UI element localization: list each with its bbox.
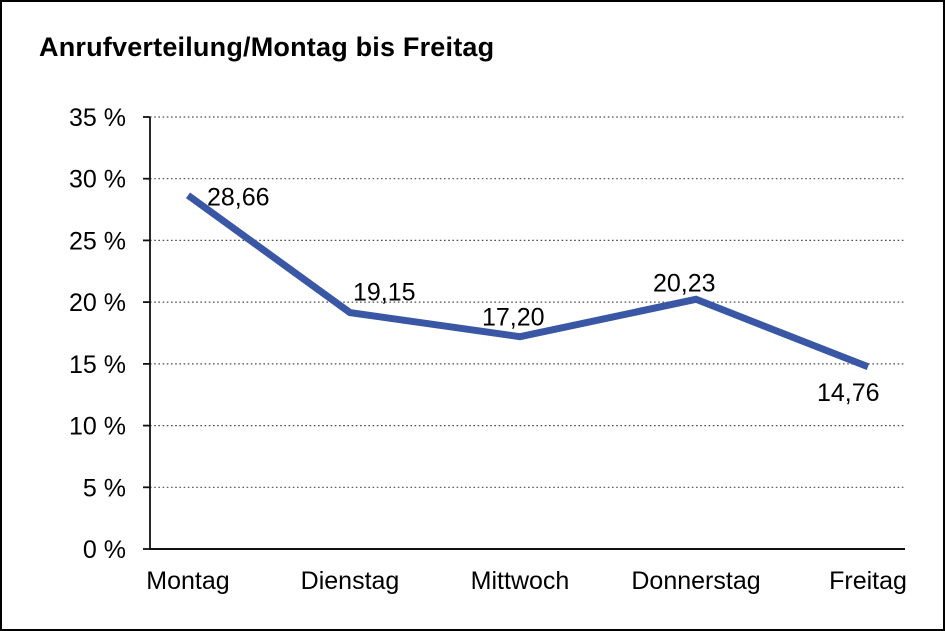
x-category-label: Freitag [829,567,907,595]
y-tick-label: 5 % [83,474,126,502]
data-point-label: 17,20 [482,304,545,332]
x-category-label: Donnerstag [631,567,760,595]
data-point-label: 28,66 [207,183,270,211]
y-tick-label: 20 % [69,289,126,317]
y-tick-label: 10 % [69,413,126,441]
y-tick-label: 30 % [69,166,126,194]
y-tick-label: 15 % [69,351,126,379]
x-category-label: Mittwoch [471,567,570,595]
data-point-label: 14,76 [817,379,880,407]
y-tick-label: 35 % [69,104,126,132]
x-category-label: Dienstag [301,567,400,595]
data-point-label: 19,15 [353,279,416,307]
data-point-label: 20,23 [653,269,716,297]
x-category-label: Montag [146,567,229,595]
y-tick-label: 0 % [83,536,126,564]
y-tick-label: 25 % [69,227,126,255]
series-line [185,192,870,371]
chart-title: Anrufverteilung/Montag bis Freitag [39,32,495,62]
